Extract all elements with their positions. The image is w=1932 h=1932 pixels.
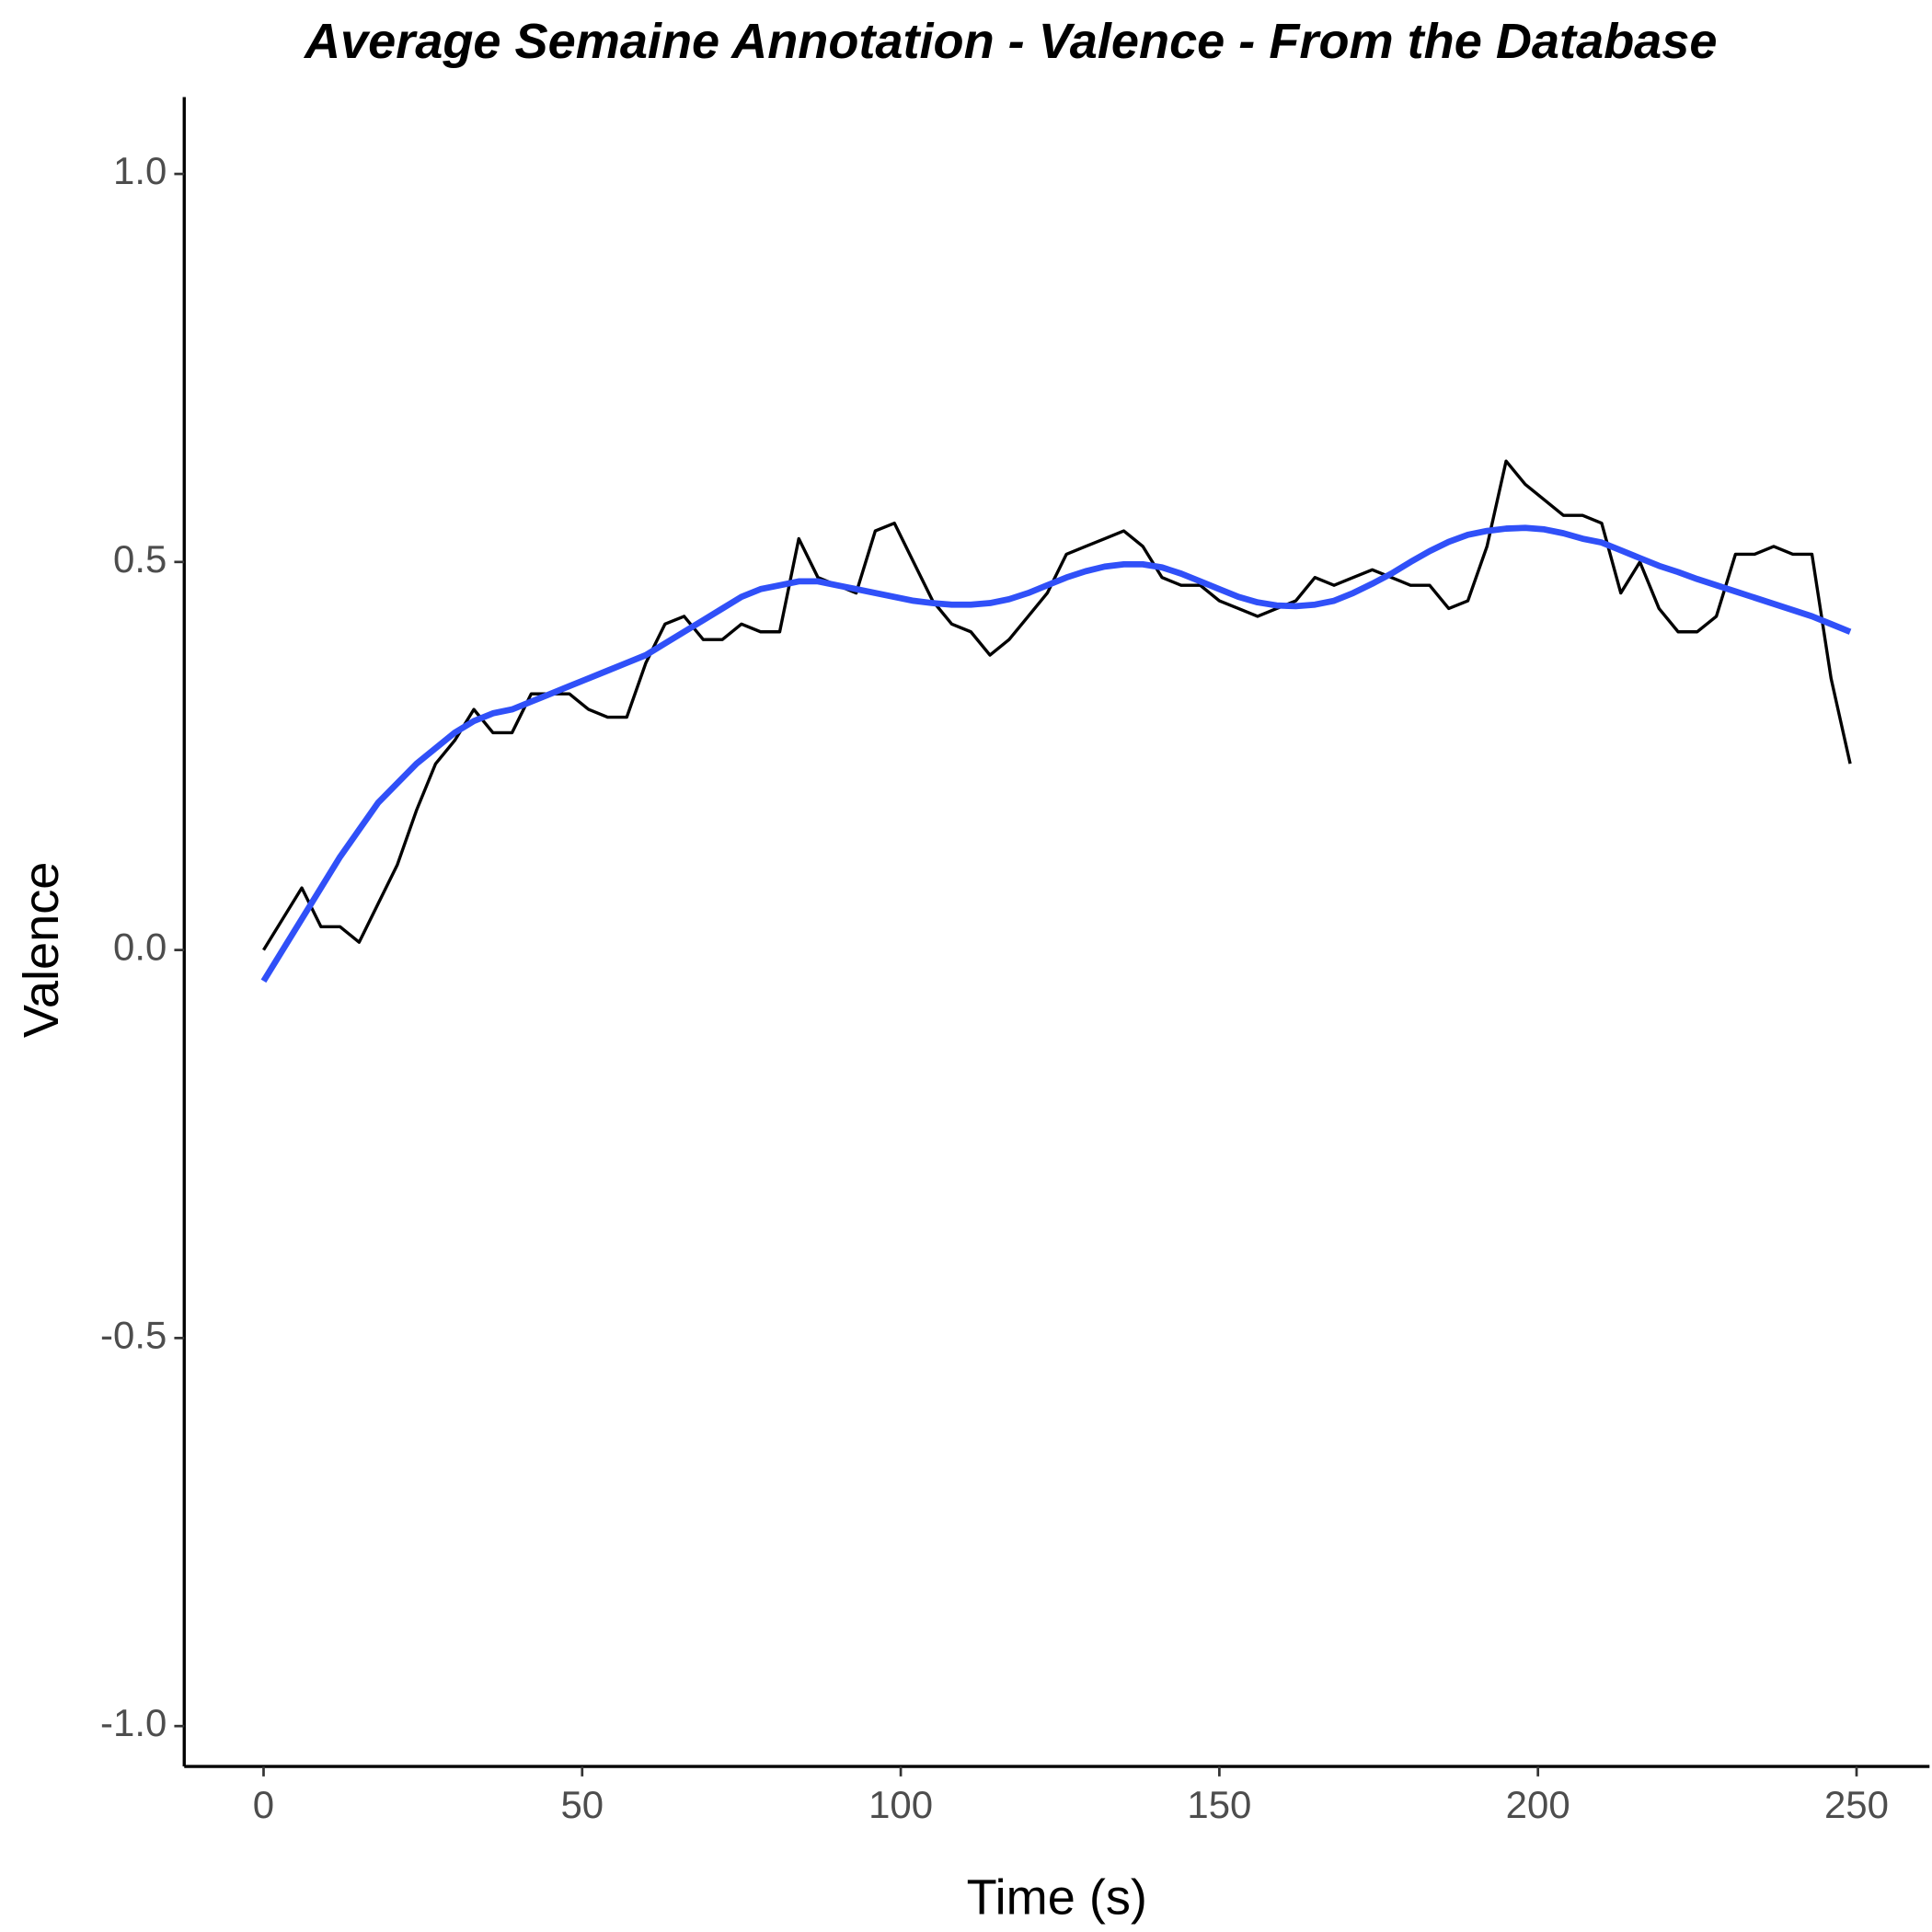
x-tick-label: 250	[1824, 1783, 1889, 1826]
x-tick-label: 100	[868, 1783, 933, 1826]
x-tick-label: 200	[1506, 1783, 1570, 1826]
y-axis-title: Valence	[14, 862, 69, 1039]
x-tick-label: 150	[1187, 1783, 1251, 1826]
x-tick-label: 0	[253, 1783, 274, 1826]
smooth-line	[260, 524, 1852, 983]
x-axis-title: Time (s)	[967, 1869, 1147, 1925]
y-tick-label: -1.0	[100, 1701, 167, 1744]
chart-title: Average Semaine Annotation - Valence - F…	[303, 14, 1718, 69]
y-tick-label: 0.0	[113, 926, 167, 969]
y-tick-label: 1.0	[113, 149, 167, 192]
y-tick-label: -0.5	[100, 1313, 167, 1356]
x-tick-label: 50	[560, 1783, 604, 1826]
y-tick-label: 0.5	[113, 537, 167, 581]
